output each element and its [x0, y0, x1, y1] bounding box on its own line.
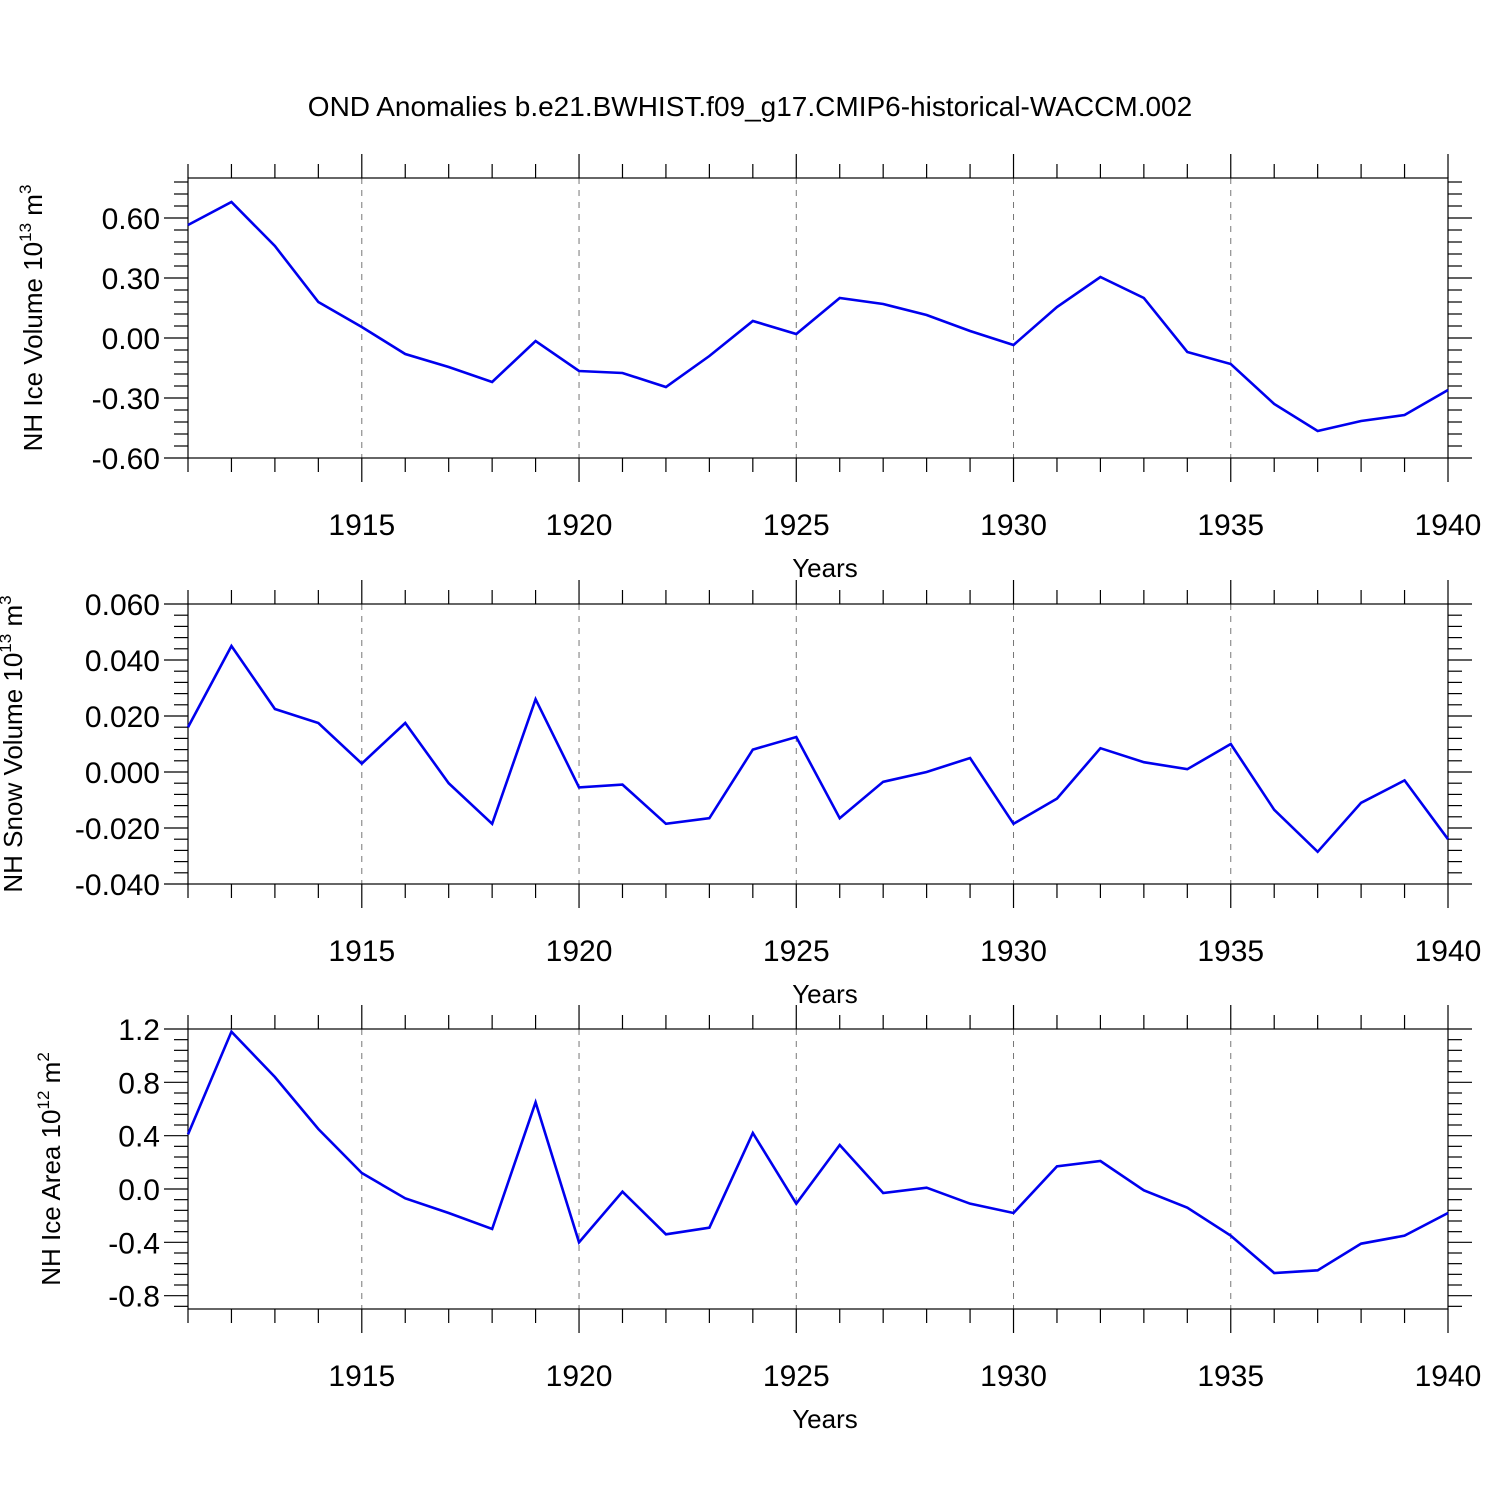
snow-volume-ytick-label-1: -0.020: [75, 813, 160, 846]
ice-volume-series-line: [187, 200, 1449, 433]
ice-volume-ytick-label-1: -0.30: [92, 383, 160, 416]
snow-volume-y-axis-label-unit: m: [0, 605, 28, 634]
snow-volume-y-axis-label-exp2: 3: [0, 595, 15, 604]
ice-volume-xtick-label-4: 1935: [1197, 509, 1264, 542]
snow-volume-plot-frame: [187, 603, 1449, 885]
snow-volume-ytick-label-5: 0.060: [85, 589, 160, 622]
ice-volume-ytick-label-4: 0.60: [102, 203, 160, 236]
ice-area-y-axis-label-unit: m: [36, 1062, 66, 1091]
ice-area-xtick-label-4: 1935: [1197, 1360, 1264, 1393]
snow-volume-y-axis-label-main: NH Snow Volume 10: [0, 653, 28, 893]
ice-volume-xtick-label-0: 1915: [328, 509, 395, 542]
ice-area-ytick-label-2: 0.0: [118, 1174, 160, 1207]
ice-volume-xtick-label-5: 1940: [1415, 509, 1482, 542]
ice-area-ytick-label-3: 0.4: [118, 1121, 160, 1154]
ice-area-ytick-label-5: 1.2: [118, 1014, 160, 1047]
snow-volume-y-axis-label: NH Snow Volume 1013 m3: [0, 595, 28, 892]
ice-volume-y-axis-label-exp2: 3: [16, 185, 35, 194]
snow-volume-series-line: [186, 643, 1450, 854]
ice-volume-ytick-label-3: 0.30: [102, 263, 160, 296]
ice-area-xtick-label-0: 1915: [328, 1360, 395, 1393]
snow-volume-ytick-label-3: 0.020: [85, 701, 160, 734]
snow-volume-xtick-label-5: 1940: [1415, 935, 1482, 968]
ice-area-ytick-label-4: 0.8: [118, 1067, 160, 1100]
ice-volume-plot-frame: [187, 177, 1449, 459]
ice-volume-ytick-label-0: -0.60: [92, 443, 160, 476]
ice-area-x-axis-label: Years: [792, 1404, 858, 1434]
panel-snow-volume: -0.040 -0.020 0.000 0.020 0.040 0.060 1915 1920…: [0, 580, 1481, 1009]
ice-volume-y-axis-label-main: NH Ice Volume 10: [18, 242, 48, 452]
ice-volume-xtick-label-2: 1925: [763, 509, 830, 542]
ice-area-ytick-label-0: -0.8: [108, 1281, 160, 1314]
chart-title: OND Anomalies b.e21.BWHIST.f09_g17.CMIP6…: [308, 91, 1192, 122]
ice-area-xtick-label-2: 1925: [763, 1360, 830, 1393]
snow-volume-xtick-label-4: 1935: [1197, 935, 1264, 968]
ice-volume-x-axis-label: Years: [792, 553, 858, 583]
ice-area-xtick-label-1: 1920: [546, 1360, 613, 1393]
ice-area-y-axis-label-main: NH Ice Area 10: [36, 1109, 66, 1285]
snow-volume-xtick-label-2: 1925: [763, 935, 830, 968]
ice-volume-y-axis-label: NH Ice Volume 1013 m3: [16, 185, 48, 452]
panel-ice-volume: -0.60 -0.30 0.00 0.30 0.60 1915 1920 1925 1930 19…: [16, 154, 1481, 583]
ice-area-y-axis-label: NH Ice Area 1012 m2: [34, 1052, 66, 1286]
ice-volume-y-axis-label-unit: m: [18, 194, 48, 223]
snow-volume-xtick-label-0: 1915: [328, 935, 395, 968]
snow-volume-ytick-label-4: 0.040: [85, 645, 160, 678]
panel-ice-area: -0.8 -0.4 0.0 0.4 0.8 1.2 1915 1920 1925 1930 1935…: [34, 1005, 1481, 1434]
snow-volume-ytick-label-0: -0.040: [75, 869, 160, 902]
ice-area-xtick-label-3: 1930: [980, 1360, 1047, 1393]
ice-area-series-line: [186, 1029, 1449, 1275]
ice-area-y-axis-label-exp2: 2: [34, 1052, 53, 1061]
snow-volume-ytick-label-2: 0.000: [85, 757, 160, 790]
ice-area-ytick-label-1: -0.4: [108, 1227, 160, 1260]
ice-area-plot-frame: [187, 1028, 1449, 1310]
ice-volume-y-axis-label-exp1: 13: [16, 223, 35, 242]
ice-volume-ytick-label-2: 0.00: [102, 323, 160, 356]
snow-volume-x-axis-label: Years: [792, 979, 858, 1009]
snow-volume-y-axis-label-exp1: 13: [0, 634, 15, 653]
ice-area-xtick-label-5: 1940: [1415, 1360, 1482, 1393]
ice-volume-xtick-label-3: 1930: [980, 509, 1047, 542]
snow-volume-xtick-label-3: 1930: [980, 935, 1047, 968]
ice-area-y-axis-label-exp1: 12: [34, 1091, 53, 1110]
snow-volume-xtick-label-1: 1920: [546, 935, 613, 968]
ice-volume-xtick-label-1: 1920: [546, 509, 613, 542]
